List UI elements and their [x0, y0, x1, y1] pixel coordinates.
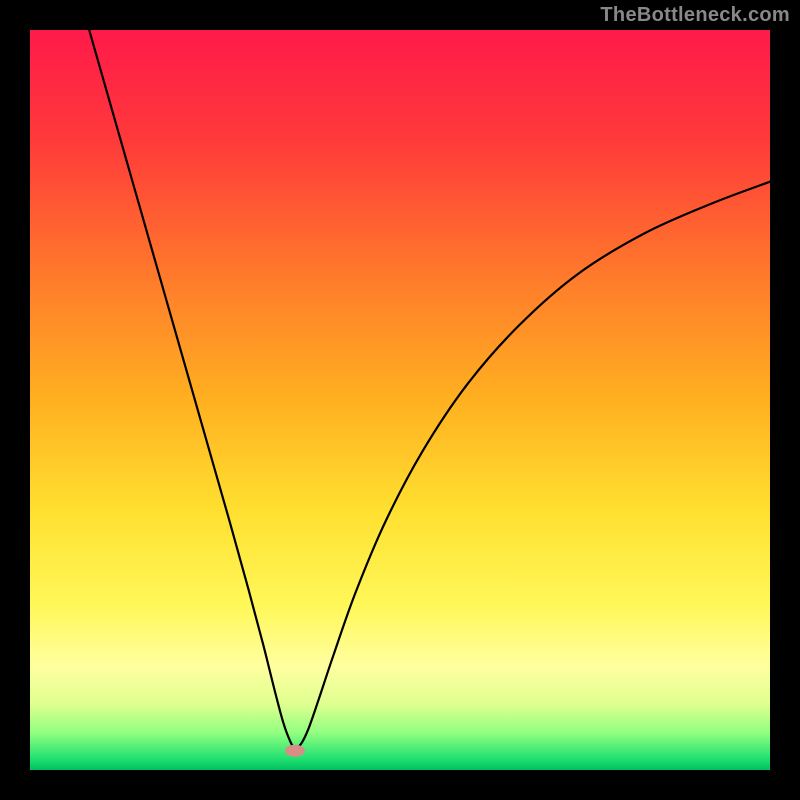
chart-background	[30, 30, 770, 770]
bottleneck-chart	[30, 30, 770, 770]
chart-svg	[30, 30, 770, 770]
watermark-text: TheBottleneck.com	[600, 4, 790, 27]
optimal-point-marker	[285, 745, 305, 757]
